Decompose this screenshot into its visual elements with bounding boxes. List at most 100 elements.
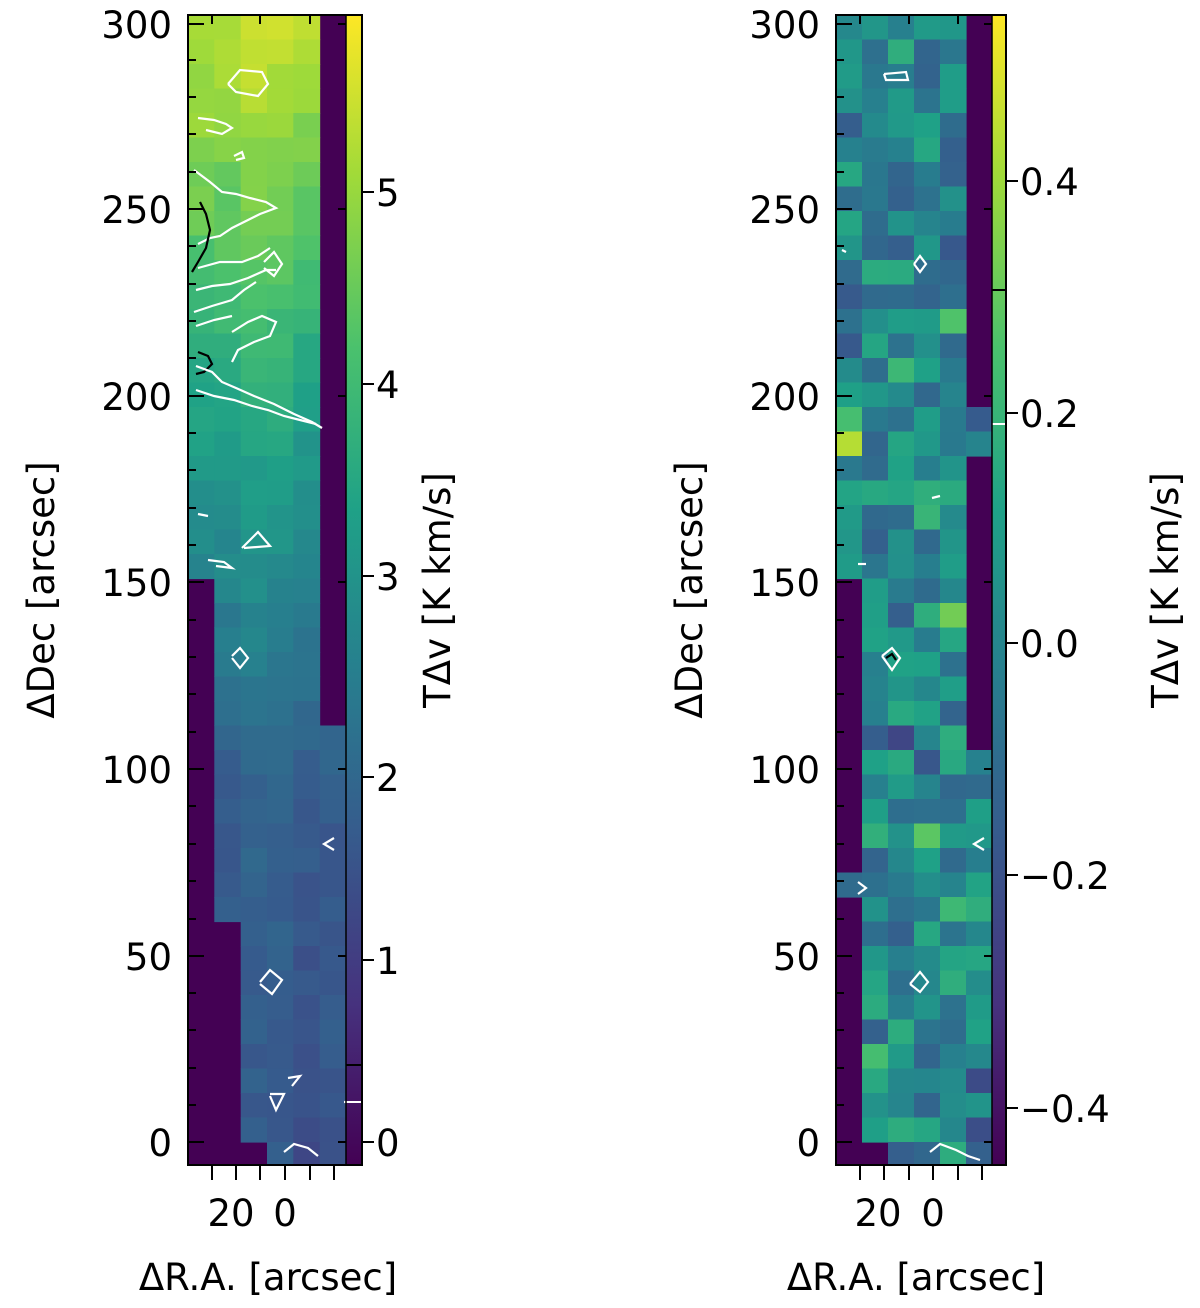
heatmap-cell [940,235,967,261]
heatmap-cell [267,333,294,359]
heatmap-cell [267,750,294,776]
heatmap-cell [940,88,967,114]
heatmap-cell [293,88,321,114]
heatmap-cell [862,725,889,751]
heatmap-cell [862,529,889,555]
heatmap-cell [862,774,889,800]
heatmap-cell [914,333,941,359]
heatmap-cell [214,431,242,457]
heatmap-cell [836,137,863,163]
heatmap-cell [940,456,967,482]
heatmap-cell [267,211,294,237]
heatmap-cell [319,995,347,1021]
heatmap-cell [888,848,915,874]
heatmap-cell [888,333,915,359]
right-colorbar-ticks [1006,180,1018,1109]
heatmap-cell [214,823,242,849]
heatmap-cell [966,995,993,1021]
heatmap-cell [940,1044,967,1070]
heatmap-cell [293,39,321,65]
heatmap-cell [240,701,268,727]
heatmap-cell [214,897,242,923]
heatmap-cell [836,88,863,114]
heatmap-cell [293,578,321,604]
heatmap-cell [240,946,268,972]
heatmap-cell [319,1068,347,1094]
heatmap-cell [914,652,941,678]
heatmap-cell [914,725,941,751]
heatmap-cell [240,480,268,506]
heatmap-cell [940,1093,967,1119]
heatmap-cell [914,1068,941,1094]
left-contour [195,314,233,328]
heatmap-cell [293,260,321,286]
heatmap-cell [888,1068,915,1094]
heatmap-cell [267,921,294,947]
heatmap-cell [862,162,889,188]
heatmap-cell [319,774,347,800]
heatmap-cell [214,39,242,65]
left-colorbar-tick-label: 2 [376,757,400,800]
heatmap-cell [240,1044,268,1070]
heatmap-cell [240,897,268,923]
heatmap-cell [319,897,347,923]
heatmap-cell [914,1019,941,1045]
heatmap-cell [267,15,294,41]
heatmap-cell [293,627,321,653]
heatmap-cell [862,505,889,531]
heatmap-cell [888,309,915,335]
left-contour [195,350,214,376]
left-contour [193,281,257,314]
left-x-tick-label: 0 [273,1192,297,1235]
heatmap-cell [293,480,321,506]
heatmap-cell [888,823,915,849]
left-x-ticks [211,15,335,1180]
heatmap-cell [267,505,294,531]
heatmap-cell [319,750,347,776]
heatmap-cell [914,309,941,335]
heatmap-cell [914,64,941,90]
right-y-tick-label: 0 [796,1122,820,1165]
heatmap-cell [940,750,967,776]
heatmap-cell [214,799,242,825]
heatmap-cell [240,39,268,65]
heatmap-cell [293,725,321,751]
heatmap-cell [940,872,967,898]
heatmap-cell [240,603,268,629]
heatmap-cell [214,64,242,90]
heatmap-cell [267,39,294,65]
heatmap-cell [888,235,915,261]
heatmap-cell [836,186,863,212]
heatmap-cell [888,799,915,825]
heatmap-cell [914,162,941,188]
heatmap-cell [940,897,967,923]
heatmap-cell [888,897,915,923]
left-contour [191,201,212,273]
right-y-tick-label: 50 [773,936,820,979]
heatmap-cell [240,431,268,457]
heatmap-cell [188,186,215,212]
heatmap-cell [940,358,967,384]
left-colorbar-tick-label: 0 [376,1122,400,1165]
heatmap-cell [214,848,242,874]
left-colorbar-tick-labels: 0 1 2 3 4 5 [376,172,400,1165]
left-colorbar-tick-label: 4 [376,364,400,407]
right-y-tick-label: 150 [749,562,820,605]
heatmap-cell [240,995,268,1021]
left-contour [193,169,279,245]
left-x-axis-label: ΔR.A. [arcsec] [139,1256,397,1299]
heatmap-cell [319,1142,347,1165]
heatmap-cell [214,774,242,800]
heatmap-cell [940,603,967,629]
heatmap-cell [940,505,967,531]
heatmap-cell [188,529,215,555]
heatmap-cell [862,211,889,237]
heatmap-cell [293,848,321,874]
heatmap-cell [293,333,321,359]
heatmap-cell [319,1093,347,1119]
heatmap-cell [862,382,889,408]
heatmap-cell [940,652,967,678]
heatmap-cell [888,211,915,237]
heatmap-cell [966,1044,993,1070]
